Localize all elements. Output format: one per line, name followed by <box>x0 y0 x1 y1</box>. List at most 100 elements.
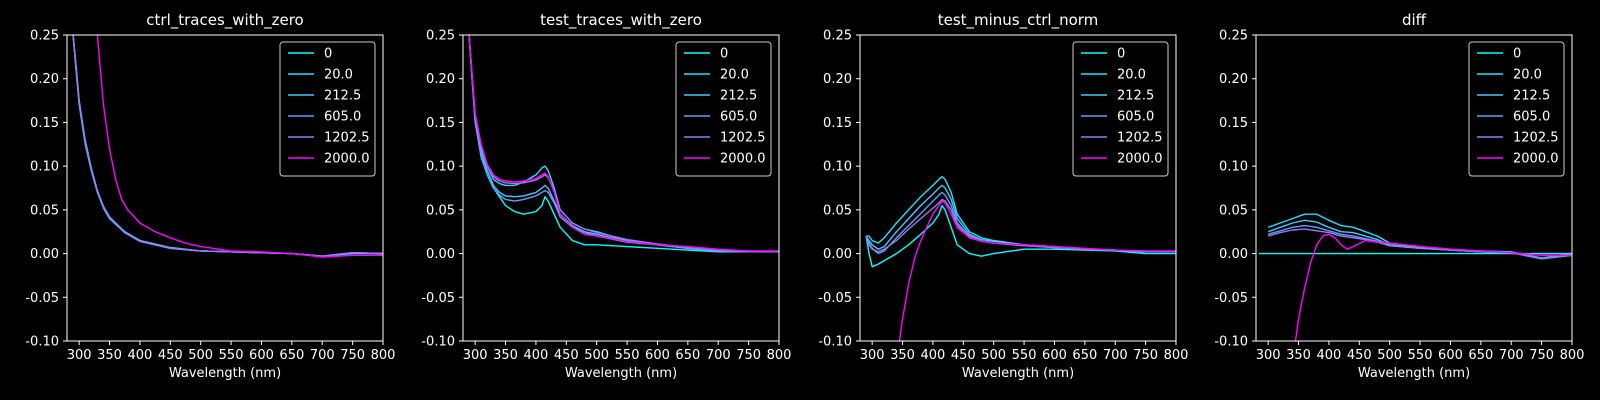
legend-label: 20.0 <box>1513 68 1542 83</box>
plot-frame <box>462 34 780 342</box>
legend: 0 20.0 212.5 605.0 1202.5 2000.0 <box>1072 41 1169 177</box>
y-tick-label: 0.15 <box>823 116 852 131</box>
x-tick-label: 350 <box>890 348 915 363</box>
x-tick-label: 550 <box>615 348 640 363</box>
x-tick-label: 300 <box>1256 348 1281 363</box>
x-tick-label: 350 <box>97 348 122 363</box>
y-tick-label: -0.10 <box>421 335 455 350</box>
y-tick-label: 0.00 <box>823 247 852 262</box>
x-tick-label: 700 <box>1499 348 1524 363</box>
y-tick-label: 0.00 <box>1219 247 1248 262</box>
x-axis-label: Wavelength (nm) <box>169 366 281 381</box>
x-tick-label: 700 <box>310 348 335 363</box>
legend-label: 1202.5 <box>1513 131 1559 146</box>
y-tick-label: -0.10 <box>818 335 852 350</box>
x-tick-label: 300 <box>67 348 92 363</box>
y-tick-label: 0.10 <box>426 160 455 175</box>
series-line-20.0 <box>1267 213 1572 259</box>
x-tick-label: 550 <box>1408 348 1433 363</box>
x-tick-label: 800 <box>767 348 792 363</box>
x-tick-label: 650 <box>1072 348 1097 363</box>
series-line-2000.0 <box>96 35 383 258</box>
legend-label: 605.0 <box>720 110 757 125</box>
x-tick-label: 750 <box>1133 348 1158 363</box>
y-tick-label: 0.25 <box>30 29 59 44</box>
y-tick-label: 0.05 <box>823 203 852 218</box>
x-tick-label: 300 <box>860 348 885 363</box>
legend-label: 2000.0 <box>1117 152 1163 167</box>
plot-frame <box>859 34 1177 342</box>
x-tick-label: 800 <box>1560 348 1585 363</box>
series-group <box>1259 213 1572 341</box>
legend-label: 212.5 <box>1513 89 1550 104</box>
chart-title: test_traces_with_zero <box>540 11 702 30</box>
legend: 0 20.0 212.5 605.0 1202.5 2000.0 <box>279 41 376 177</box>
y-tick-label: 0.10 <box>823 160 852 175</box>
legend-label: 1202.5 <box>1117 131 1163 146</box>
y-tick-label: 0.20 <box>823 72 852 87</box>
legend: 0 20.0 212.5 605.0 1202.5 2000.0 <box>1468 41 1565 177</box>
y-tick-label: 0.15 <box>426 116 455 131</box>
x-tick-label: 800 <box>371 348 396 363</box>
legend: 0 20.0 212.5 605.0 1202.5 2000.0 <box>675 41 772 177</box>
legend-label: 605.0 <box>324 110 361 125</box>
x-tick-label: 450 <box>951 348 976 363</box>
y-tick-label: 0.20 <box>1219 72 1248 87</box>
y-tick-label: 0.00 <box>426 247 455 262</box>
y-tick-label: 0.00 <box>30 247 59 262</box>
x-axis-label: Wavelength (nm) <box>962 366 1074 381</box>
y-tick-label: 0.10 <box>1219 160 1248 175</box>
x-tick-label: 750 <box>1529 348 1554 363</box>
y-tick-label: 0.05 <box>426 203 455 218</box>
x-tick-label: 400 <box>128 348 153 363</box>
x-tick-label: 550 <box>219 348 244 363</box>
y-tick-label: 0.15 <box>30 116 59 131</box>
series-line-2000.0 <box>898 200 1176 341</box>
legend-label: 0 <box>324 47 332 62</box>
chart-title: test_minus_ctrl_norm <box>938 11 1099 30</box>
y-tick-label: -0.05 <box>25 291 59 306</box>
x-tick-label: 400 <box>921 348 946 363</box>
x-tick-label: 600 <box>1042 348 1067 363</box>
x-tick-label: 500 <box>981 348 1006 363</box>
y-tick-label: 0.15 <box>1219 116 1248 131</box>
x-tick-label: 600 <box>249 348 274 363</box>
x-tick-label: 800 <box>1164 348 1189 363</box>
x-tick-label: 450 <box>554 348 579 363</box>
x-tick-label: 500 <box>1377 348 1402 363</box>
series-line-2000.0 <box>468 35 779 252</box>
series-line-1202.5 <box>865 198 1176 253</box>
y-tick-label: 0.20 <box>426 72 455 87</box>
chart-panel-1: 300 350 400 450 500 550 600 650 700 750 800 -0.10 -0… <box>25 11 395 381</box>
y-tick-label: -0.10 <box>25 335 59 350</box>
legend-label: 0 <box>1513 47 1521 62</box>
legend-label: 605.0 <box>1117 110 1154 125</box>
x-tick-label: 500 <box>584 348 609 363</box>
x-tick-label: 500 <box>188 348 213 363</box>
y-tick-label: -0.10 <box>1214 335 1248 350</box>
x-tick-label: 600 <box>645 348 670 363</box>
x-tick-label: 450 <box>158 348 183 363</box>
chart-panel-4: 300 350 400 450 500 550 600 650 700 750 800 -0.10 -0… <box>1214 11 1584 381</box>
legend-box <box>1468 41 1565 177</box>
y-tick-label: -0.05 <box>818 291 852 306</box>
x-tick-label: 650 <box>279 348 304 363</box>
x-tick-label: 350 <box>493 348 518 363</box>
x-tick-label: 750 <box>340 348 365 363</box>
y-tick-label: 0.25 <box>823 29 852 44</box>
legend-label: 1202.5 <box>324 131 370 146</box>
x-axis-label: Wavelength (nm) <box>565 366 677 381</box>
x-tick-label: 650 <box>1468 348 1493 363</box>
legend-label: 0 <box>1117 47 1125 62</box>
x-tick-label: 450 <box>1347 348 1372 363</box>
x-tick-label: 550 <box>1012 348 1037 363</box>
y-tick-label: -0.05 <box>1214 291 1248 306</box>
x-tick-label: 700 <box>706 348 731 363</box>
legend-label: 0 <box>720 47 728 62</box>
legend-label: 212.5 <box>324 89 361 104</box>
x-tick-label: 650 <box>675 348 700 363</box>
series-line-2000.0 <box>1294 233 1572 341</box>
y-tick-label: 0.25 <box>1219 29 1248 44</box>
y-tick-label: 0.05 <box>1219 203 1248 218</box>
